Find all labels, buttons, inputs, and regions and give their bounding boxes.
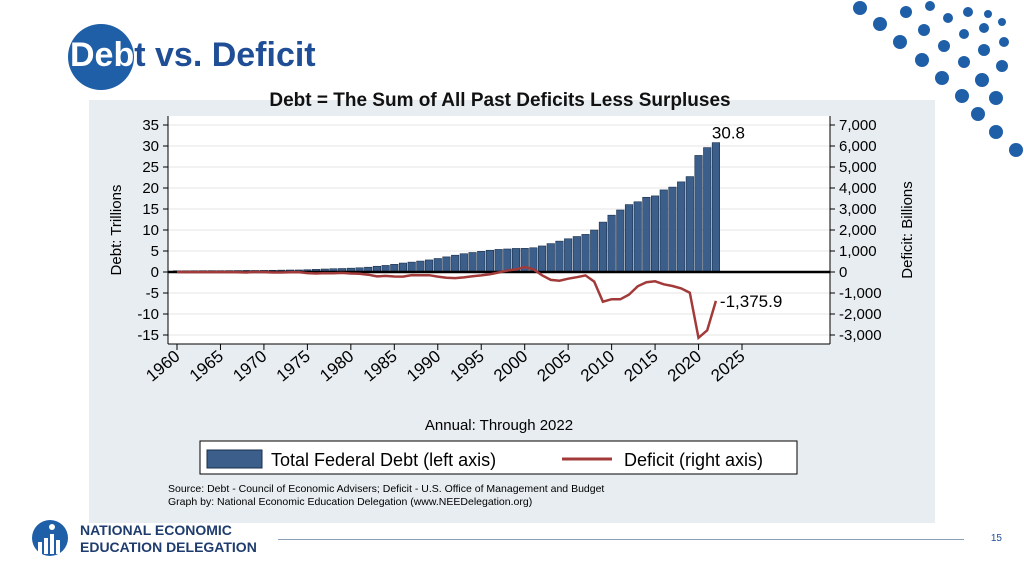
debt-bar	[572, 236, 581, 273]
debt-annotation: 30.8	[712, 124, 745, 143]
left-tick-label: 0	[151, 264, 159, 281]
debt-bar	[642, 196, 651, 273]
debt-bar	[442, 256, 451, 273]
legend-debt-label: Total Federal Debt (left axis)	[271, 450, 496, 470]
left-tick-label: 35	[142, 117, 159, 134]
debt-bar	[407, 261, 416, 273]
right-axis-title: Deficit: Billions	[899, 181, 916, 279]
x-tick-label: 1985	[360, 347, 401, 386]
source-line-1: Source: Debt - Council of Economic Advis…	[168, 483, 604, 495]
legend: Total Federal Debt (left axis) Deficit (…	[199, 440, 798, 475]
right-tick-label: 4,000	[839, 180, 877, 197]
org-name: NATIONAL ECONOMIC EDUCATION DELEGATION	[80, 522, 257, 556]
debt-bar	[703, 147, 712, 273]
debt-bar	[624, 204, 634, 273]
x-tick-label: 2020	[664, 347, 705, 386]
x-tick-label: 1995	[447, 347, 488, 386]
x-tick-label: 1980	[316, 347, 357, 386]
x-tick-label: 1975	[273, 347, 314, 386]
x-tick-label: 1970	[229, 347, 270, 386]
deficit-annotation: -1,375.9	[720, 292, 782, 311]
debt-bar	[451, 254, 460, 273]
debt-bar	[711, 142, 720, 273]
x-tick-label: 2015	[620, 347, 661, 386]
debt-bar	[633, 201, 642, 273]
legend-debt-swatch	[206, 449, 263, 469]
decorative-dots	[853, 1, 1023, 157]
left-tick-label: 15	[142, 201, 159, 218]
debt-bar	[468, 252, 477, 273]
debt-bar	[659, 189, 668, 273]
legend-deficit-label: Deficit (right axis)	[624, 450, 763, 470]
legend-box	[199, 440, 798, 475]
deficit-line	[176, 265, 718, 341]
debt-bar	[494, 249, 503, 273]
nee-logo-icon	[32, 520, 68, 556]
debt-bar	[598, 221, 607, 273]
left-tick-label: 25	[142, 159, 159, 176]
x-tick-label: 1960	[142, 347, 183, 386]
right-tick-label: 6,000	[839, 138, 877, 155]
right-tick-label: 0	[839, 264, 847, 281]
right-tick-label: 5,000	[839, 159, 877, 176]
debt-bar	[425, 259, 434, 273]
debt-bar	[564, 238, 573, 273]
org-name-line-1: NATIONAL ECONOMIC	[80, 522, 232, 538]
debt-bar	[477, 251, 486, 273]
debt-bar	[546, 243, 555, 273]
debt-bar	[459, 253, 468, 273]
debt-bar	[416, 260, 425, 273]
source-line-2: Graph by: National Economic Education De…	[168, 496, 532, 508]
left-tick-label: -10	[137, 306, 159, 323]
debt-bar	[607, 214, 616, 273]
right-tick-label: 1,000	[839, 243, 877, 260]
x-tick-label: 2025	[707, 347, 748, 386]
right-tick-label: -3,000	[839, 327, 882, 344]
axes	[163, 116, 835, 350]
left-tick-label: 30	[142, 138, 159, 155]
debt-bar	[651, 195, 660, 273]
x-tick-label: 1990	[403, 347, 444, 386]
x-tick-label: 2010	[577, 347, 618, 386]
title-accent-circle	[68, 24, 134, 90]
left-tick-label: -5	[146, 285, 159, 302]
debt-bar	[555, 240, 564, 273]
debt-bar	[590, 229, 599, 273]
left-tick-label: 20	[142, 180, 159, 197]
chart-subtitle: Debt = The Sum of All Past Deficits Less…	[269, 90, 731, 111]
left-tick-label: -15	[137, 327, 159, 344]
footer-divider	[278, 539, 964, 540]
left-tick-label: 10	[142, 222, 159, 239]
x-tick-label: 2000	[490, 347, 531, 386]
right-tick-label: -2,000	[839, 306, 882, 323]
debt-bar	[694, 155, 703, 273]
debt-bar	[581, 234, 590, 273]
debt-bar	[433, 258, 442, 273]
debt-bar	[677, 181, 686, 273]
debt-bar	[398, 262, 408, 273]
page-title-rest: t vs. Deficit	[134, 36, 316, 74]
left-tick-label: 5	[151, 243, 159, 260]
x-axis-title: Annual: Through 2022	[425, 417, 573, 434]
debt-bar	[538, 245, 547, 273]
debt-bars	[172, 142, 720, 273]
debt-bar	[503, 248, 512, 273]
page-title: Debt vs. Deficit	[70, 36, 316, 75]
page-number: 15	[990, 533, 1002, 544]
debt-bar	[616, 209, 625, 273]
right-tick-label: -1,000	[839, 285, 882, 302]
debt-bar	[485, 249, 494, 273]
x-tick-label: 2005	[534, 347, 575, 386]
debt-bar	[668, 186, 677, 273]
left-axis-title: Debt: Trillions	[108, 185, 125, 276]
right-tick-label: 3,000	[839, 201, 877, 218]
right-tick-label: 7,000	[839, 117, 877, 134]
debt-bar	[685, 176, 694, 273]
page-title-first: Deb	[70, 36, 135, 74]
x-tick-label: 1965	[186, 347, 227, 386]
org-name-line-2: EDUCATION DELEGATION	[80, 539, 257, 555]
right-tick-label: 2,000	[839, 222, 877, 239]
